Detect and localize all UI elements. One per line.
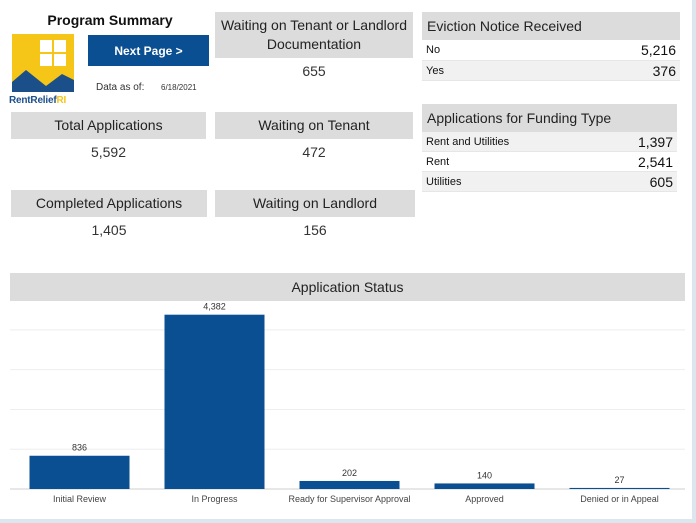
completed-applications-value: 1,405: [91, 222, 127, 238]
logo-wordmark: RentReliefRI: [9, 95, 67, 106]
row-label: Rent: [426, 155, 450, 168]
table-row: Rent 2,541: [422, 152, 677, 172]
bar-0[interactable]: [29, 455, 130, 489]
waiting-documentation-label: Waiting on Tenant or Landlord Documentat…: [215, 12, 413, 58]
funding-table-title: Applications for Funding Type: [422, 104, 677, 132]
bar-2[interactable]: [299, 480, 400, 489]
completed-applications-label: Completed Applications: [11, 190, 207, 217]
row-label: No: [426, 44, 441, 56]
category-label-3: Approved: [465, 494, 504, 504]
next-page-button[interactable]: Next Page >: [88, 35, 209, 66]
category-label-4: Denied or in Appeal: [580, 494, 659, 504]
row-value: 376: [652, 62, 676, 79]
data-as-of-label: Data as of:: [96, 82, 145, 93]
table-row: Rent and Utilities 1,397: [422, 132, 677, 152]
funding-type-table: Applications for Funding Type Rent and U…: [422, 104, 677, 192]
waiting-documentation-value: 655: [302, 63, 326, 79]
table-row: No 5,216: [422, 40, 680, 61]
bar-3[interactable]: [434, 483, 535, 489]
application-status-title: Application Status: [10, 273, 685, 301]
table-row: Yes 376: [422, 61, 680, 81]
row-value: 1,397: [637, 133, 673, 150]
row-value: 2,541: [637, 153, 673, 170]
data-label-0: 836: [72, 443, 87, 453]
data-label-1: 4,382: [203, 302, 226, 312]
row-label: Rent and Utilities: [426, 135, 510, 148]
waiting-tenant-label: Waiting on Tenant: [215, 112, 413, 139]
rentrelief-logo: [12, 34, 74, 92]
waiting-landlord-value: 156: [303, 222, 327, 238]
category-label-0: Initial Review: [53, 494, 107, 504]
bar-1[interactable]: [164, 314, 265, 489]
data-as-of-date: 6/18/2021: [161, 83, 197, 92]
data-label-4: 27: [614, 475, 624, 485]
eviction-table-title: Eviction Notice Received: [422, 12, 680, 40]
row-label: Utilities: [426, 175, 462, 188]
waiting-tenant-value: 472: [302, 144, 326, 160]
waiting-landlord-label: Waiting on Landlord: [215, 190, 415, 217]
eviction-table: Eviction Notice Received No 5,216 Yes 37…: [422, 12, 680, 81]
page-title: Program Summary: [47, 12, 173, 28]
application-status-chart: 836 Initial Review 4,382 In Progress 202 Read…: [10, 302, 685, 504]
category-label-1: In Progress: [191, 494, 238, 504]
category-label-2: Ready for Supervisor Approval: [288, 494, 410, 504]
row-value: 5,216: [640, 42, 676, 58]
row-label: Yes: [426, 64, 444, 77]
total-applications-label: Total Applications: [11, 112, 206, 139]
data-label-2: 202: [342, 468, 357, 478]
table-row: Utilities 605: [422, 172, 677, 192]
total-applications-value: 5,592: [90, 144, 127, 160]
bar-4[interactable]: [569, 487, 670, 489]
data-label-3: 140: [477, 470, 492, 480]
row-value: 605: [649, 173, 673, 190]
